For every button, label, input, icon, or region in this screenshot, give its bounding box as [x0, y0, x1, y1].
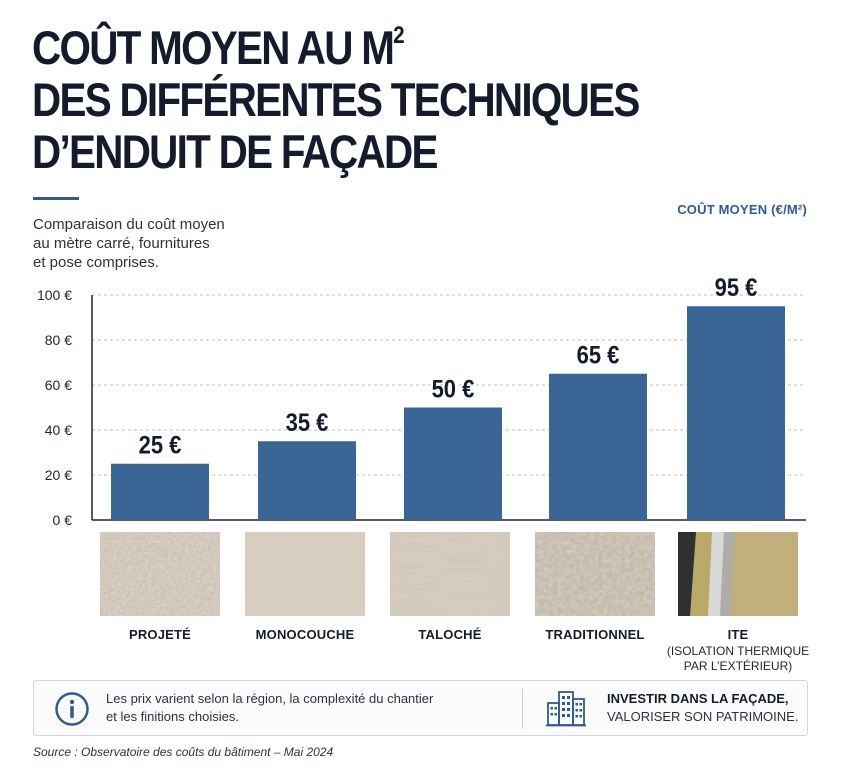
title-superscript: 2 [393, 22, 405, 49]
category-sublabel-ite: (ISOLATION THERMIQUE PAR L’EXTÉRIEUR) [666, 644, 810, 673]
y-tick-label-80: 80 € [45, 332, 72, 348]
category-label-projete: PROJETÉ [128, 627, 192, 642]
category-label-traditionnel: TRADITIONNEL [545, 627, 645, 642]
bar-4 [687, 306, 785, 520]
bar-3 [549, 373, 647, 520]
info-divider [522, 689, 523, 729]
y-tick-label-40: 40 € [45, 422, 72, 438]
traditionnel-texture [535, 532, 655, 616]
invest-line-2: VALORISER SON PATRIMOINE. [607, 709, 799, 724]
bar-0 [111, 463, 209, 520]
projete-texture [100, 532, 220, 616]
bar-value-label-3: 65 € [577, 341, 620, 369]
source-note: Source : Observatoire des coûts du bâtim… [33, 745, 334, 759]
info-text-line-1: Les prix varient selon la région, la com… [106, 691, 434, 706]
info-text: Les prix varient selon la région, la com… [106, 690, 466, 726]
bar-value-label-2: 50 € [432, 375, 475, 403]
category-label-taloche: TALOCHÉ [418, 627, 482, 642]
y-tick-label-100: 100 € [37, 287, 72, 303]
building-icon [546, 691, 586, 727]
subtitle-line-3: et pose comprises. [33, 254, 159, 271]
info-text-line-2: et les finitions choisies. [106, 709, 239, 724]
chart-subtitle: Comparaison du coût moyen au mètre carré… [33, 215, 273, 272]
taloche-texture [390, 532, 510, 616]
title-line-1: COÛT MOYEN AU M2 [32, 21, 405, 74]
title-underline [33, 197, 79, 200]
subtitle-line-2: au mètre carré, fournitures [33, 235, 210, 252]
y-tick-label-0: 0 € [53, 512, 73, 528]
category-label-monocouche: MONOCOUCHE [255, 627, 355, 642]
monocouche-texture [245, 532, 365, 616]
invest-line-1: INVESTIR DANS LA FAÇADE, [607, 691, 789, 706]
bar-value-label-1: 35 € [286, 409, 329, 437]
bar-1 [258, 441, 356, 520]
ite-layers-texture [678, 532, 798, 616]
y-tick-label-20: 20 € [45, 467, 72, 483]
bar-2 [404, 407, 502, 520]
y-axis-unit-label: COÛT MOYEN (€/M²) [677, 202, 807, 217]
bar-value-label-4: 95 € [715, 274, 758, 302]
subtitle-line-1: Comparaison du coût moyen [33, 216, 225, 233]
y-tick-label-60: 60 € [45, 377, 72, 393]
bar-value-label-0: 25 € [139, 431, 182, 459]
category-label-ite: ITE [727, 627, 749, 642]
info-box: Les prix varient selon la région, la com… [33, 680, 808, 736]
title-line-3: D’ENDUIT DE FAÇADE [32, 125, 438, 178]
info-icon [55, 692, 89, 726]
bar-chart: 0 € 20 € 40 € 60 € 80 € 100 € 25 € 35 € 50 € 65 €… [37, 274, 806, 528]
